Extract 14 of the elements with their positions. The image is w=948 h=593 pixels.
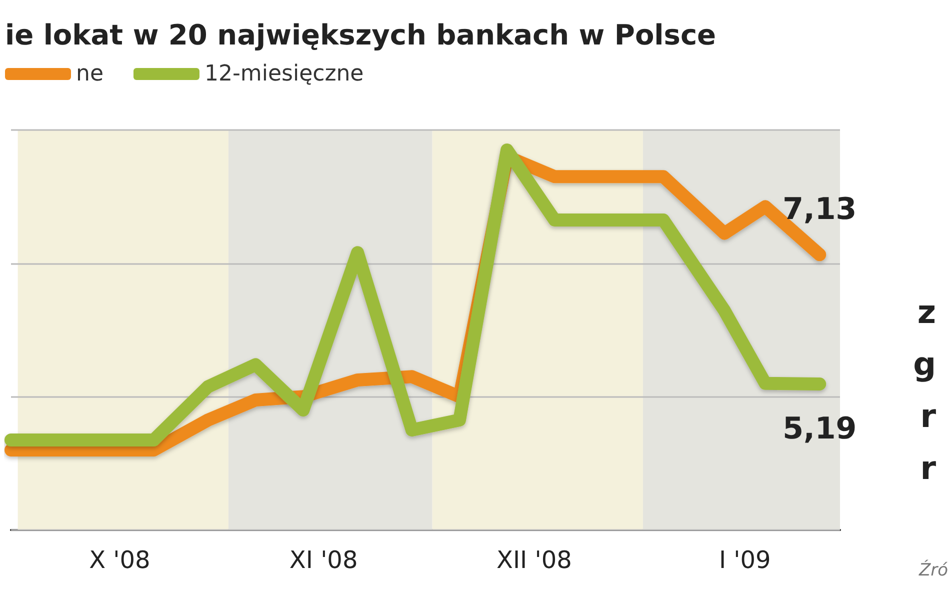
- data-label: 7,13: [782, 192, 857, 228]
- legend-label: 12-miesięczne: [204, 62, 364, 86]
- x-tick-label: I '09: [718, 546, 771, 574]
- legend-label: ne: [76, 62, 104, 86]
- text: g: [913, 345, 936, 383]
- x-tick-label: XII '08: [496, 546, 572, 574]
- text: Źró: [918, 560, 948, 580]
- x-tick-label: XI '08: [289, 546, 358, 574]
- text: z: [917, 293, 936, 331]
- text: r: [920, 449, 936, 487]
- data-label: 5,19: [782, 412, 857, 446]
- chart-title: ie lokat w 20 największych bankach w Polsce: [5, 18, 716, 52]
- text: r: [920, 397, 936, 435]
- x-tick-label: X '08: [89, 546, 150, 574]
